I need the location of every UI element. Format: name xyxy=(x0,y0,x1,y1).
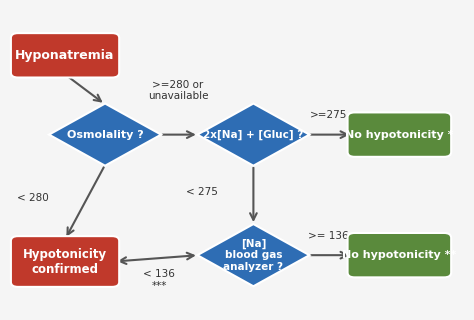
Polygon shape xyxy=(197,224,310,286)
Text: [Na]
blood gas
analyzer ?: [Na] blood gas analyzer ? xyxy=(223,238,283,272)
Text: Hypotonicity
confirmed: Hypotonicity confirmed xyxy=(23,247,107,276)
Text: Hyponatremia: Hyponatremia xyxy=(15,49,115,62)
Text: 2x[Na] + [Gluc] ?: 2x[Na] + [Gluc] ? xyxy=(203,130,303,140)
FancyBboxPatch shape xyxy=(11,236,119,287)
Polygon shape xyxy=(197,104,310,166)
Text: No hypotonicity **: No hypotonicity ** xyxy=(342,250,456,260)
Polygon shape xyxy=(49,104,161,166)
FancyBboxPatch shape xyxy=(11,33,119,77)
Text: >=275: >=275 xyxy=(310,110,347,120)
Text: Osmolality ?: Osmolality ? xyxy=(67,130,144,140)
Text: < 136
***: < 136 *** xyxy=(143,269,175,291)
Text: < 280: < 280 xyxy=(17,193,48,203)
Text: No hypotonicity *: No hypotonicity * xyxy=(345,130,454,140)
Text: >= 136: >= 136 xyxy=(309,231,349,241)
FancyBboxPatch shape xyxy=(347,112,451,157)
FancyBboxPatch shape xyxy=(347,233,451,277)
Text: < 275: < 275 xyxy=(186,187,218,197)
Text: >=280 or
unavailable: >=280 or unavailable xyxy=(148,80,208,101)
